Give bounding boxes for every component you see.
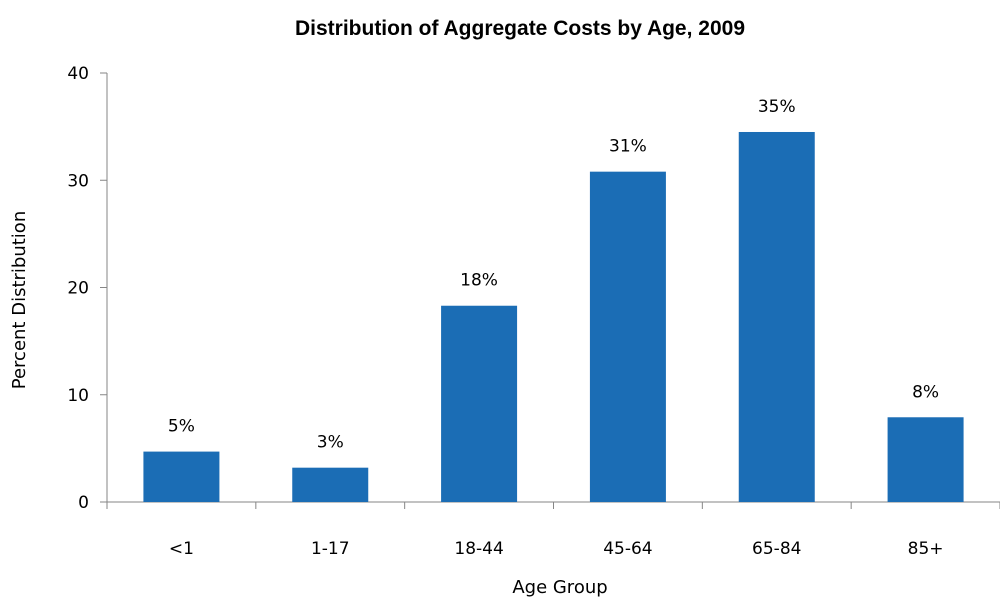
data-label: 35% bbox=[758, 97, 796, 117]
bar bbox=[292, 467, 369, 502]
x-tick-label: 85+ bbox=[908, 539, 944, 559]
y-tick-label: 30 bbox=[67, 171, 89, 191]
x-axis-title: Age Group bbox=[512, 577, 607, 598]
bar bbox=[887, 417, 964, 502]
x-tick-label: 65-84 bbox=[752, 539, 801, 559]
data-label: 8% bbox=[912, 382, 939, 402]
x-axis: <1 1-17 18-44 45-64 65-84 85+ bbox=[106, 501, 1000, 559]
data-label: 5% bbox=[168, 417, 195, 437]
y-axis: 0 10 20 30 40 bbox=[67, 64, 108, 513]
y-axis-title: Percent Distribution bbox=[9, 211, 30, 389]
bar bbox=[589, 171, 666, 503]
data-label: 31% bbox=[609, 137, 647, 157]
y-tick-label: 40 bbox=[67, 64, 89, 84]
x-tick-label: 45-64 bbox=[603, 539, 652, 559]
bar bbox=[143, 451, 220, 502]
y-tick-label: 20 bbox=[67, 279, 89, 299]
y-tick-label: 10 bbox=[67, 386, 89, 406]
y-tick-label: 0 bbox=[78, 493, 89, 513]
data-label: 3% bbox=[317, 433, 344, 453]
data-label: 18% bbox=[460, 271, 498, 291]
data-labels-group: 5% 3% 18% 31% 35% 8% bbox=[168, 97, 939, 453]
bars-group bbox=[143, 131, 964, 503]
chart-title: Distribution of Aggregate Costs by Age, … bbox=[295, 17, 745, 40]
x-tick-label: <1 bbox=[169, 539, 194, 559]
x-tick-label: 1-17 bbox=[311, 539, 350, 559]
bar bbox=[738, 131, 815, 503]
x-tick-label: 18-44 bbox=[454, 539, 503, 559]
bar bbox=[441, 305, 518, 502]
